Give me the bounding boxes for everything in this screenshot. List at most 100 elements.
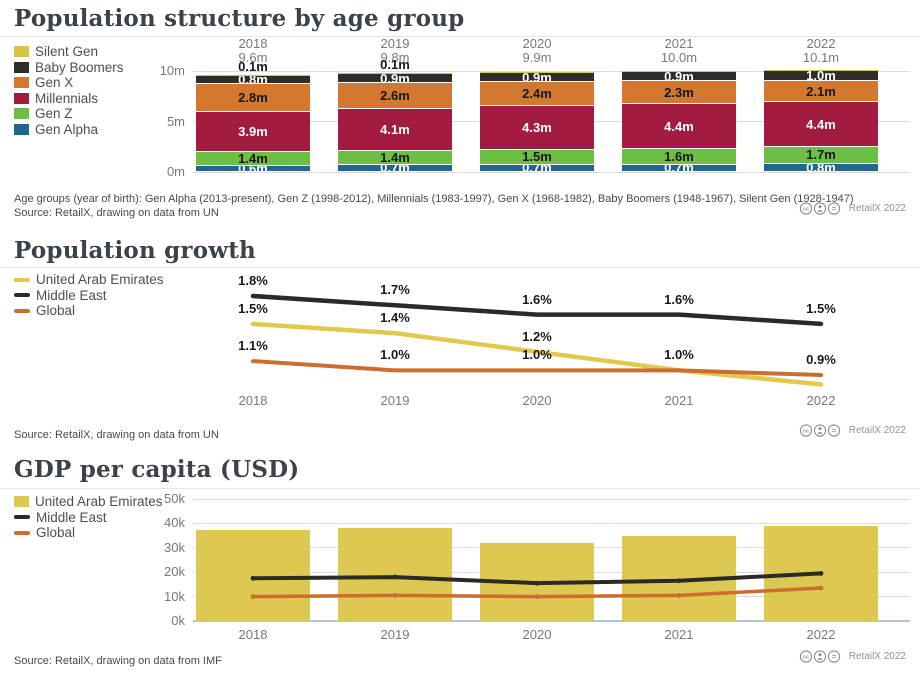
attribution-person-icon xyxy=(813,650,826,663)
bar-segment-gen-alpha: 0.7m xyxy=(338,164,452,171)
creative-commons-icons: cc = xyxy=(799,424,840,437)
bar-year-label: 2020 xyxy=(522,36,552,51)
line-point-marker xyxy=(392,592,398,598)
bar-segment-baby-boomers: 0.8m xyxy=(196,76,310,84)
bar-segment-gen-x: 2.6m xyxy=(338,83,452,109)
bar-segment-value: 4.4m xyxy=(664,118,694,134)
legend-line-swatch xyxy=(14,293,30,298)
legend-gdp-per-capita: United Arab Emirates Middle East Global xyxy=(14,494,163,541)
y-axis-tick-label: 10k xyxy=(164,588,185,604)
bar-segment-gen-x: 2.3m xyxy=(622,81,736,104)
legend-box-swatch xyxy=(14,123,29,135)
line-point-label: 1.5% xyxy=(806,300,836,316)
legend-item: United Arab Emirates xyxy=(14,494,163,510)
line-point-marker xyxy=(818,571,824,576)
legend-item: Gen Alpha xyxy=(14,122,124,138)
bar-segment-gen-alpha: 0.7m xyxy=(622,164,736,171)
bar-segment-gen-alpha: 0.6m xyxy=(196,165,310,171)
bar-total-label: 10.1m xyxy=(802,50,840,65)
grid-line xyxy=(193,620,910,622)
bar-segment-millennials: 3.9m xyxy=(196,112,310,151)
svg-text:cc: cc xyxy=(803,207,809,213)
y-axis-tick-label: 0m xyxy=(166,164,185,179)
bar-segment-millennials: 4.1m xyxy=(338,109,452,150)
legend-box-swatch xyxy=(14,92,29,104)
legend-item-label: Silent Gen xyxy=(35,44,99,59)
x-axis-year-label: 2022 xyxy=(806,627,836,642)
line-point-marker xyxy=(676,592,682,598)
bar-year-label: 2018 xyxy=(238,36,268,51)
legend-line-swatch xyxy=(14,530,30,535)
y-axis-tick-label: 10m xyxy=(159,63,185,78)
grid-line xyxy=(193,70,910,72)
attribution-person-icon xyxy=(813,424,826,437)
line-middle-east xyxy=(251,571,823,586)
line-point-marker xyxy=(676,578,682,584)
x-axis-year-label: 2022 xyxy=(806,393,836,408)
license-badge: cc = RetailX 2022 xyxy=(799,201,906,216)
bar-segment-value: 0.8m xyxy=(806,164,836,171)
bar-segment-silent-gen xyxy=(764,69,878,71)
x-axis-year-label: 2021 xyxy=(664,627,694,642)
bar-year-label: 2019 xyxy=(380,36,410,51)
license-badge-label: RetailX 2022 xyxy=(848,650,906,662)
grid-line xyxy=(193,121,910,122)
x-axis-year-label: 2020 xyxy=(522,393,552,408)
line-global xyxy=(251,359,823,378)
chart-title-population-growth: Population growth xyxy=(14,237,256,264)
bar-segment-value: 0.7m xyxy=(664,165,694,171)
bar-segment-gen-x: 2.8m xyxy=(196,84,310,112)
y-axis-tick-label: 30k xyxy=(164,539,185,555)
svg-text:=: = xyxy=(832,426,837,435)
x-axis-year-label: 2018 xyxy=(238,393,268,408)
bar-segment-value: 2.1m xyxy=(806,83,836,99)
line-point-label: 1.8% xyxy=(238,273,268,288)
legend-item-label: Gen Alpha xyxy=(35,121,99,137)
line-point-label: 1.6% xyxy=(522,291,552,307)
legend-item: Baby Boomers xyxy=(14,60,124,76)
legend-item-label: Gen X xyxy=(35,75,74,90)
y-axis-tick-label: 0k xyxy=(171,613,185,628)
bar-segment-silent-gen xyxy=(196,75,310,76)
grid-line xyxy=(193,571,910,573)
line-point-label: 1.7% xyxy=(380,282,410,298)
gdp-bar-uae xyxy=(622,535,736,621)
legend-population-growth: United Arab Emirates Middle East Global xyxy=(14,272,164,319)
svg-text:=: = xyxy=(832,652,837,661)
divider xyxy=(0,267,920,268)
cc-icon xyxy=(799,202,812,215)
legend-item: Millennials xyxy=(14,91,124,107)
bar-segment-value: 0.7m xyxy=(522,165,552,171)
bar-segment-value: 0.9m xyxy=(664,72,694,81)
legend-item-label: Gen Z xyxy=(35,106,73,121)
legend-box-swatch xyxy=(14,77,29,89)
license-badge: cc = RetailX 2022 xyxy=(799,649,906,664)
line-point-label: 1.0% xyxy=(522,347,552,363)
line-global xyxy=(251,586,823,599)
creative-commons-icons: cc = xyxy=(799,650,840,663)
grid-line xyxy=(193,498,910,500)
license-badge: cc = RetailX 2022 xyxy=(799,423,906,438)
line-point-label: 0.9% xyxy=(806,352,836,368)
y-axis-tick-label: 5m xyxy=(166,113,185,129)
legend-item: Global xyxy=(14,525,163,541)
grid-line xyxy=(193,171,910,173)
bar-segment-value: 4.4m xyxy=(806,116,836,132)
line-point-label: 1.0% xyxy=(664,347,694,363)
bar-segment-gen-x: 2.4m xyxy=(480,82,594,106)
line-point-marker xyxy=(534,594,540,599)
silent-gen-value-label: 0.1m xyxy=(238,59,268,75)
line-united-arab-emirates xyxy=(250,321,824,387)
x-axis-year-label: 2019 xyxy=(380,627,410,642)
bar-segment-value: 0.6m xyxy=(238,166,268,171)
bar-segment-silent-gen xyxy=(338,73,452,74)
source-note-population-growth: Source: RetailX, drawing on data from UN xyxy=(14,429,219,441)
y-axis-tick-label: 20k xyxy=(164,564,185,580)
bar-segment-value: 0.8m xyxy=(238,76,268,83)
line-point-marker xyxy=(250,575,256,581)
legend-item: Global xyxy=(14,303,164,319)
